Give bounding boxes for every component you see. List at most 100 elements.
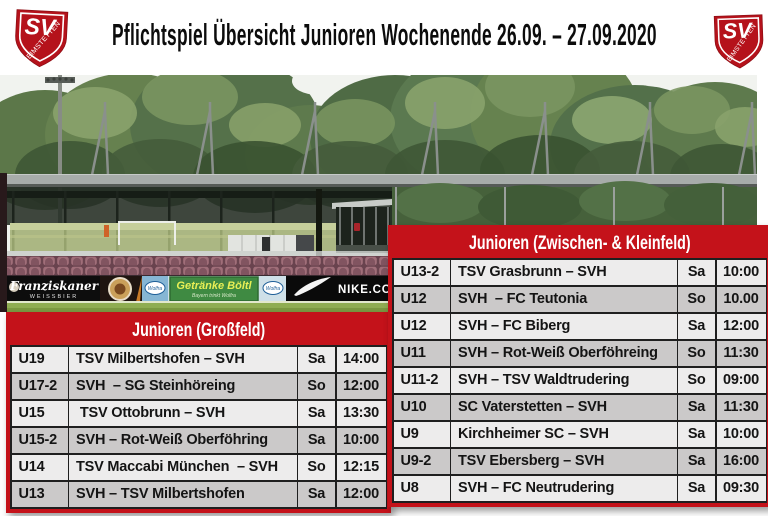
cell-team: U10 xyxy=(393,394,450,420)
cell-day: So xyxy=(298,454,335,480)
cell-day: Sa xyxy=(298,427,335,453)
cell-team: U12 xyxy=(393,286,450,312)
fixture-row: U11-2 SVH – TSV Waldtrudering So 09:00 xyxy=(393,367,766,393)
svg-text:Wolfra: Wolfra xyxy=(148,286,163,292)
nike-text: NIKE.COM xyxy=(338,284,402,296)
cell-team: U13-2 xyxy=(393,259,450,285)
cell-match: TSV Ottobrunn – SVH xyxy=(69,400,297,426)
cell-team: U12 xyxy=(393,313,450,339)
getraenke-sign xyxy=(169,276,259,302)
cell-day: Sa xyxy=(678,421,715,447)
table-grossfeld-body: U19 TSV Milbertshofen – SVH Sa 14:00 U17… xyxy=(10,345,387,509)
cell-time: 12:00 xyxy=(716,313,766,339)
cell-team: U8 xyxy=(393,475,450,501)
shield-icon: SV HEIMSTETTEN xyxy=(15,9,69,68)
cell-team: U15-2 xyxy=(11,427,68,453)
roof-struts xyxy=(90,102,757,176)
floodlight-pole xyxy=(45,75,75,225)
fixture-row: U17-2 SVH – SG Steinhöreing So 12:00 xyxy=(11,373,386,399)
cell-time: 11:30 xyxy=(716,340,766,366)
cell-time: 10:00 xyxy=(336,427,386,453)
crest-initials: SV xyxy=(722,17,753,43)
ad-banners: Franziskaner WEISSBIER Wolfra Getränke B… xyxy=(6,276,402,303)
fixture-row: U15-2 SVH – Rot-Weiß Oberföhring Sa 10:0… xyxy=(11,427,386,453)
cell-match: TSV Milbertshofen – SVH xyxy=(69,346,297,372)
grass-strip xyxy=(0,301,757,312)
cell-time: 10.00 xyxy=(716,286,766,312)
pitch-glimpse xyxy=(10,221,380,251)
cell-time: 16:00 xyxy=(716,448,766,474)
cell-team: U19 xyxy=(11,346,68,372)
fixture-row: U9 Kirchheimer SC – SVH Sa 10:00 xyxy=(393,421,766,447)
stand-edge xyxy=(0,251,392,256)
cell-day: Sa xyxy=(678,448,715,474)
cell-team: U17-2 xyxy=(11,373,68,399)
club-crest-logo-left: SV HEIMSTETTEN xyxy=(1,4,80,72)
stadium-photo-graphic: Franziskaner WEISSBIER Wolfra Getränke B… xyxy=(0,75,757,312)
fixture-row: U12 SVH – FC Biberg Sa 12:00 xyxy=(393,313,766,339)
table-grossfeld-header: Junioren (Großfeld) xyxy=(10,316,387,345)
cell-team: U14 xyxy=(11,454,68,480)
weissbier-text: WEISSBIER xyxy=(30,294,79,300)
cell-day: Sa xyxy=(298,481,335,507)
cell-match: Kirchheimer SC – SVH xyxy=(451,421,677,447)
nike-swoosh-icon xyxy=(294,277,331,296)
cell-match: SVH – FC Teutonia xyxy=(451,286,677,312)
cell-team: U13 xyxy=(11,481,68,507)
cell-day: Sa xyxy=(298,400,335,426)
cell-time: 13:30 xyxy=(336,400,386,426)
cell-match: SVH – SG Steinhöreing xyxy=(69,373,297,399)
getraenke-text: Getränke Böltl xyxy=(176,280,252,292)
dugout xyxy=(332,199,392,253)
cell-match: TSV Grasbrunn – SVH xyxy=(451,259,677,285)
table-kleinfeld-header: Junioren (Zwischen- & Kleinfeld) xyxy=(392,229,767,258)
table-grossfeld-title: Junioren (Großfeld) xyxy=(131,319,265,341)
svg-text:Bayern trinkt Wolfra: Bayern trinkt Wolfra xyxy=(192,293,236,299)
cell-day: Sa xyxy=(678,259,715,285)
cell-team: U9-2 xyxy=(393,448,450,474)
cell-team: U15 xyxy=(11,400,68,426)
fixture-row: U19 TSV Milbertshofen – SVH Sa 14:00 xyxy=(11,346,386,372)
cell-match: SVH – FC Biberg xyxy=(451,313,677,339)
fixture-row: U11 SVH – Rot-Weiß Oberföhreing So 11:30 xyxy=(393,340,766,366)
fixture-row: U12 SVH – FC Teutonia So 10.00 xyxy=(393,286,766,312)
fixture-row: U10 SC Vaterstetten – SVH Sa 11:30 xyxy=(393,394,766,420)
cell-day: So xyxy=(678,367,715,393)
cell-match: SC Vaterstetten – SVH xyxy=(451,394,677,420)
cell-match: TSV Maccabi München – SVH xyxy=(69,454,297,480)
cell-time: 11:30 xyxy=(716,394,766,420)
person-figure xyxy=(104,225,109,237)
wolfra-logo xyxy=(144,281,166,295)
table-grossfeld: Junioren (Großfeld) U19 TSV Milbertshofe… xyxy=(6,312,391,513)
svg-text:Wolfra: Wolfra xyxy=(266,286,281,292)
goal-frame xyxy=(118,221,176,245)
cell-time: 10:00 xyxy=(716,421,766,447)
wolfra-logo xyxy=(262,281,284,295)
table-kleinfeld: Junioren (Zwischen- & Kleinfeld) U13-2 T… xyxy=(388,225,768,507)
fixture-row: U13 SVH – TSV Milbertshofen Sa 12:00 xyxy=(11,481,386,507)
fixture-row: U9-2 TSV Ebersberg – SVH Sa 16:00 xyxy=(393,448,766,474)
table-kleinfeld-title: Junioren (Zwischen- & Kleinfeld) xyxy=(468,232,691,254)
franziskaner-banner xyxy=(6,276,100,302)
cell-team: U9 xyxy=(393,421,450,447)
cell-day: Sa xyxy=(678,394,715,420)
cell-match: SVH – TSV Milbertshofen xyxy=(69,481,297,507)
club-crest-logo-right: SV HEIMSTETTEN xyxy=(711,7,767,75)
cell-time: 12:15 xyxy=(336,454,386,480)
cell-team: U11-2 xyxy=(393,367,450,393)
cell-time: 14:00 xyxy=(336,346,386,372)
cell-match: TSV Ebersberg – SVH xyxy=(451,448,677,474)
cell-day: Sa xyxy=(678,475,715,501)
franziskaner-text: Franziskaner xyxy=(9,279,100,293)
fixture-row: U13-2 TSV Grasbrunn – SVH Sa 10:00 xyxy=(393,259,766,285)
shield-icon: SV HEIMSTETTEN xyxy=(713,14,764,69)
cell-day: So xyxy=(298,373,335,399)
cell-time: 09:00 xyxy=(716,367,766,393)
stand-post xyxy=(316,189,322,275)
table-kleinfeld-body: U13-2 TSV Grasbrunn – SVH Sa 10:00 U12 S… xyxy=(392,258,767,503)
cell-team: U11 xyxy=(393,340,450,366)
page-title: Pflichtspiel Übersicht Junioren Wochenen… xyxy=(80,12,688,58)
fence-rail xyxy=(0,191,392,198)
cell-time: 10:00 xyxy=(716,259,766,285)
